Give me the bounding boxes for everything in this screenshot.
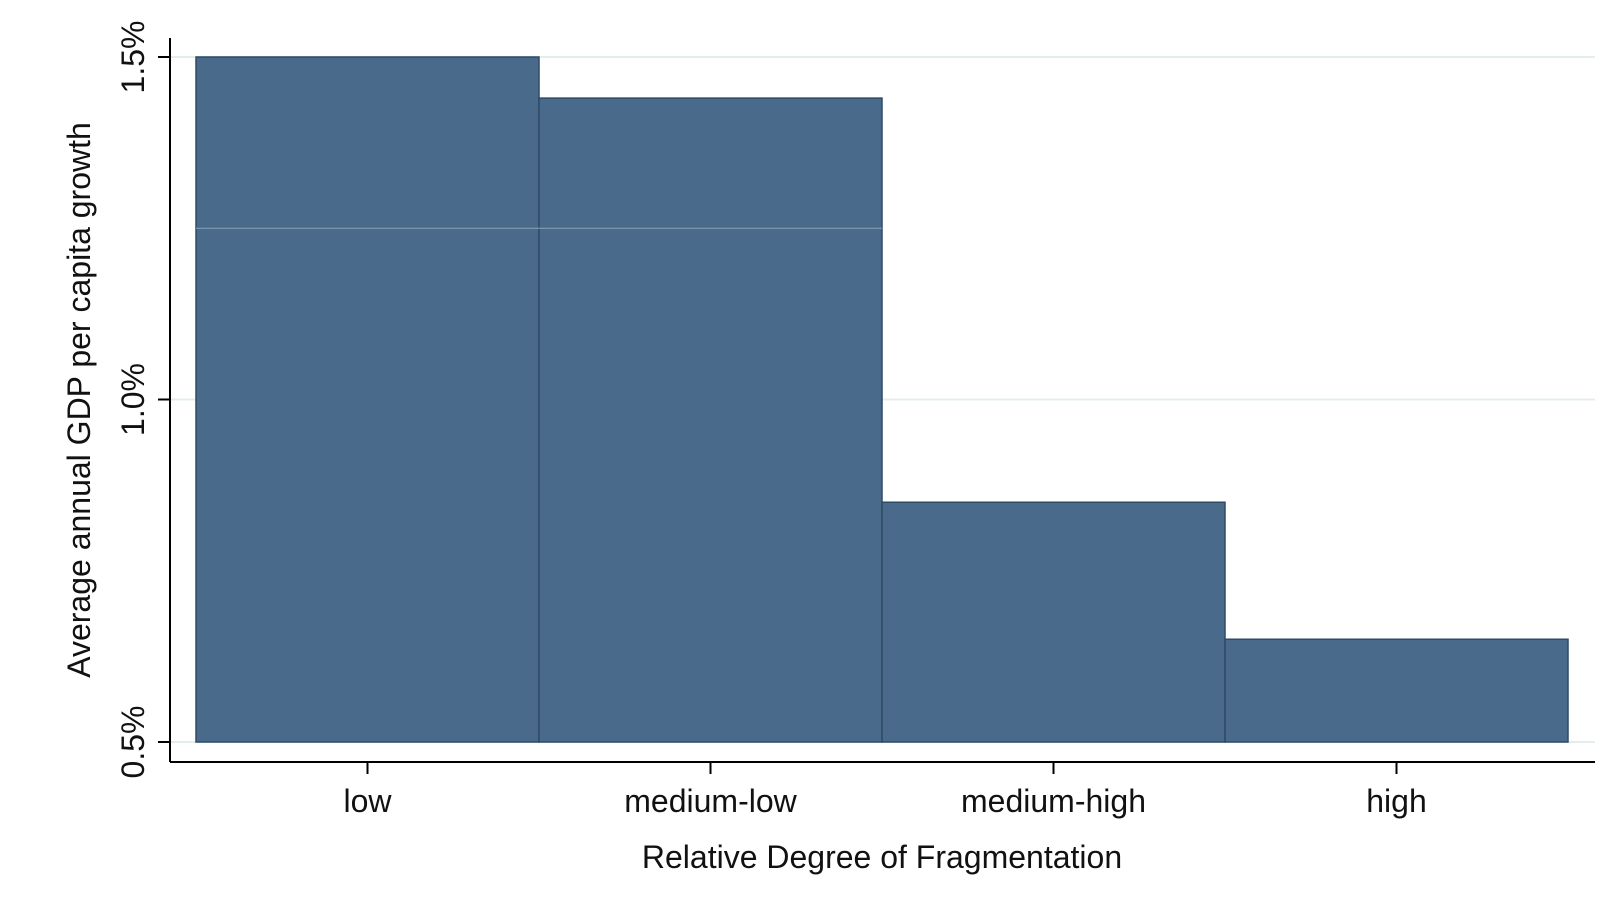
y-tick-label-0: 0.5% [115,706,151,779]
x-tick-label-high: high [1366,783,1427,819]
x-tick-label-medium-high: medium-high [961,783,1146,819]
x-tick-label-low: low [343,783,392,819]
bars [195,56,1569,743]
x-axis-title: Relative Degree of Fragmentation [642,839,1122,875]
y-tick-label-1: 1.0% [115,363,151,436]
y-tick-label-2: 1.5% [115,21,151,94]
bar-medium-low [538,97,883,743]
bar-low [195,56,540,743]
bar-high [1224,638,1569,743]
y-axis-title: Average annual GDP per capita growth [61,122,97,678]
axes: 0.5% 1.0% 1.5% low medium-low medium-high high [115,21,1595,819]
x-tick-label-medium-low: medium-low [624,783,797,819]
bar-medium-high [881,501,1226,743]
